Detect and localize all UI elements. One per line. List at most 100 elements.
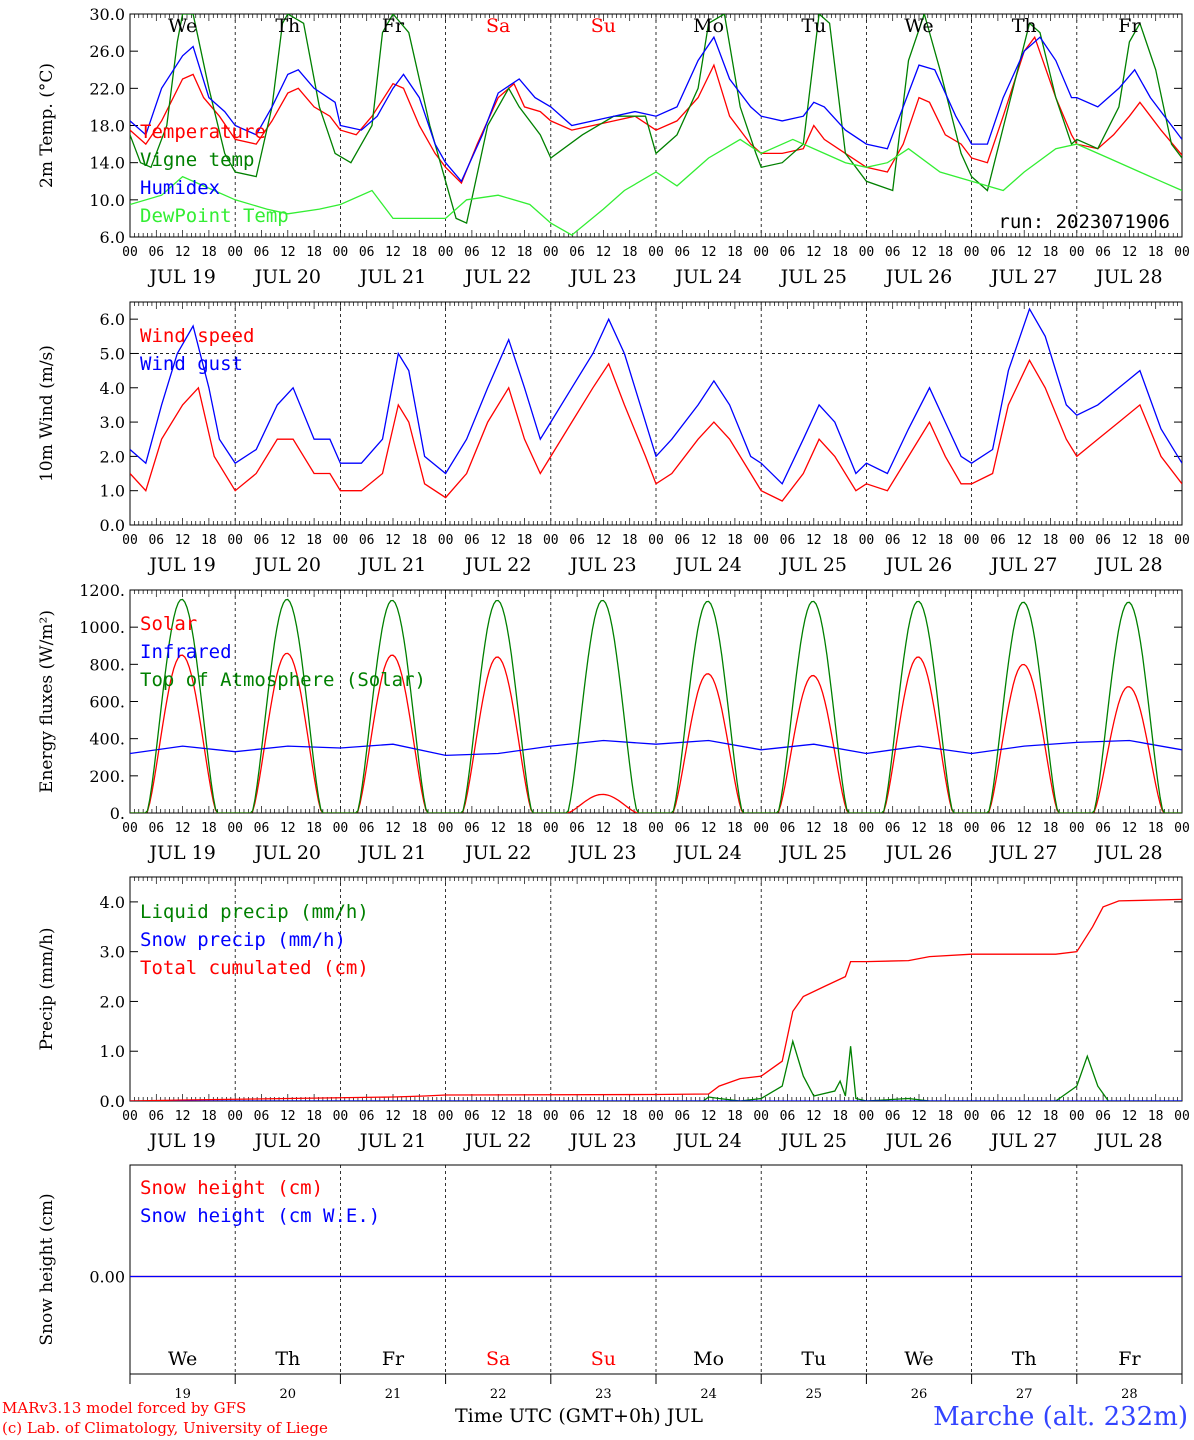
day-label: JUL 28 (1094, 1130, 1162, 1152)
day-label: JUL 19 (147, 842, 215, 864)
hour-tick-label: 00 (753, 533, 769, 548)
hour-tick-label: 18 (517, 1109, 533, 1124)
hour-tick-label: 00 (543, 245, 559, 260)
day-label: JUL 20 (253, 554, 321, 576)
hour-tick-label: 00 (122, 245, 138, 260)
hour-tick-label: 00 (227, 245, 243, 260)
legend-entry: Temperature (140, 121, 266, 143)
day-label: JUL 21 (358, 1130, 426, 1152)
plot-frame (129, 301, 1183, 526)
day-label: JUL 27 (989, 842, 1057, 864)
hour-tick-label: 12 (490, 533, 506, 548)
hour-tick-label: 06 (885, 245, 901, 260)
hour-tick-label: 06 (885, 533, 901, 548)
day-label: JUL 27 (989, 1130, 1057, 1152)
day-label: JUL 28 (1094, 842, 1162, 864)
legend-entry: Solar (140, 613, 197, 635)
hour-tick-label: 12 (280, 821, 296, 836)
hour-tick-label: 18 (727, 245, 743, 260)
day-label: JUL 26 (884, 842, 952, 864)
y-tick-label: 0.0 (100, 1092, 125, 1111)
hour-tick-label: 18 (937, 1109, 953, 1124)
hour-tick-label: 18 (832, 245, 848, 260)
hour-tick-label: 18 (411, 245, 427, 260)
legend-entry: Snow precip (mm/h) (140, 929, 346, 951)
weekday-label-top: Fr (1118, 15, 1141, 37)
hour-tick-label: 12 (1016, 821, 1032, 836)
hour-tick-label: 00 (227, 533, 243, 548)
legend-entry: Liquid precip (mm/h) (140, 901, 369, 923)
hour-tick-label: 18 (1148, 533, 1164, 548)
hour-tick-label: 00 (1069, 821, 1085, 836)
hour-tick-label: 18 (622, 1109, 638, 1124)
hour-tick-label: 00 (122, 533, 138, 548)
series-line-infrared (130, 739, 1182, 757)
hour-tick-label: 12 (175, 245, 191, 260)
y-tick-label: 6.0 (100, 310, 125, 329)
day-number-label: 20 (280, 1387, 297, 1402)
hour-tick-label: 12 (1122, 1109, 1138, 1124)
plot-frame (129, 589, 1183, 814)
hour-tick-label: 06 (1095, 245, 1111, 260)
hour-tick-label: 06 (359, 821, 375, 836)
hour-tick-label: 12 (1016, 533, 1032, 548)
hour-tick-label: 00 (753, 245, 769, 260)
hour-tick-label: 18 (1043, 245, 1059, 260)
hour-tick-label: 06 (464, 1109, 480, 1124)
hour-tick-label: 06 (990, 1109, 1006, 1124)
hour-tick-label: 06 (780, 821, 796, 836)
weekday-label-top: We (904, 15, 933, 37)
y-tick-label: 1000. (79, 618, 125, 637)
hour-tick-label: 18 (832, 821, 848, 836)
legend-entry: Humidex (140, 177, 220, 199)
day-label: JUL 23 (568, 554, 636, 576)
y-tick-label: 1.0 (100, 1042, 125, 1061)
hour-tick-label: 12 (701, 821, 717, 836)
hour-tick-label: 12 (280, 533, 296, 548)
weekday-label-top: Th (1012, 15, 1037, 37)
series-line-dewpoint-temp (130, 138, 1182, 236)
day-label: JUL 20 (253, 266, 321, 288)
hour-tick-label: 18 (201, 533, 217, 548)
day-label: JUL 22 (463, 842, 531, 864)
weekday-label-bottom: Fr (1118, 1348, 1141, 1370)
hour-tick-label: 12 (911, 821, 927, 836)
hour-tick-label: 06 (885, 821, 901, 836)
panel-1: 6.0 10.0 14.0 18.0 22.0 26.0 30.0 2m Temp. (°C)… (37, 5, 1190, 288)
hour-tick-label: 00 (964, 1109, 980, 1124)
hour-tick-label: 12 (701, 1109, 717, 1124)
day-label: JUL 24 (673, 1130, 741, 1152)
y-tick-label: 0.00 (89, 1268, 125, 1287)
hour-tick-label: 12 (490, 821, 506, 836)
day-label: JUL 26 (884, 554, 952, 576)
hour-tick-label: 00 (333, 533, 349, 548)
hour-tick-label: 18 (622, 533, 638, 548)
hour-tick-label: 12 (911, 533, 927, 548)
hour-tick-label: 00 (122, 821, 138, 836)
y-tick-label: 3.0 (100, 413, 125, 432)
hour-tick-label: 18 (1148, 821, 1164, 836)
hour-tick-label: 12 (280, 1109, 296, 1124)
day-label: JUL 21 (358, 554, 426, 576)
y-tick-label: 0.0 (100, 516, 125, 535)
hour-tick-label: 12 (385, 1109, 401, 1124)
hour-tick-label: 12 (1016, 1109, 1032, 1124)
y-axis-label: Precip (mm/h) (37, 927, 57, 1050)
day-label: JUL 25 (779, 842, 847, 864)
hour-tick-label: 06 (780, 245, 796, 260)
hour-tick-label: 12 (490, 245, 506, 260)
hour-tick-label: 06 (990, 821, 1006, 836)
y-tick-label: 22.0 (89, 79, 125, 98)
hour-tick-label: 18 (727, 533, 743, 548)
hour-tick-label: 18 (306, 821, 322, 836)
hour-tick-label: 18 (1043, 821, 1059, 836)
hour-tick-label: 18 (727, 1109, 743, 1124)
hour-tick-label: 00 (648, 821, 664, 836)
weekday-label-top: Fr (382, 15, 405, 37)
hour-tick-label: 12 (1016, 245, 1032, 260)
weekday-label-bottom: Sa (486, 1348, 510, 1370)
hour-tick-label: 12 (280, 245, 296, 260)
hour-tick-label: 00 (1069, 1109, 1085, 1124)
credit-line-2: (c) Lab. of Climatology, University of L… (2, 1419, 328, 1437)
series-line-wind-speed (130, 358, 1182, 502)
